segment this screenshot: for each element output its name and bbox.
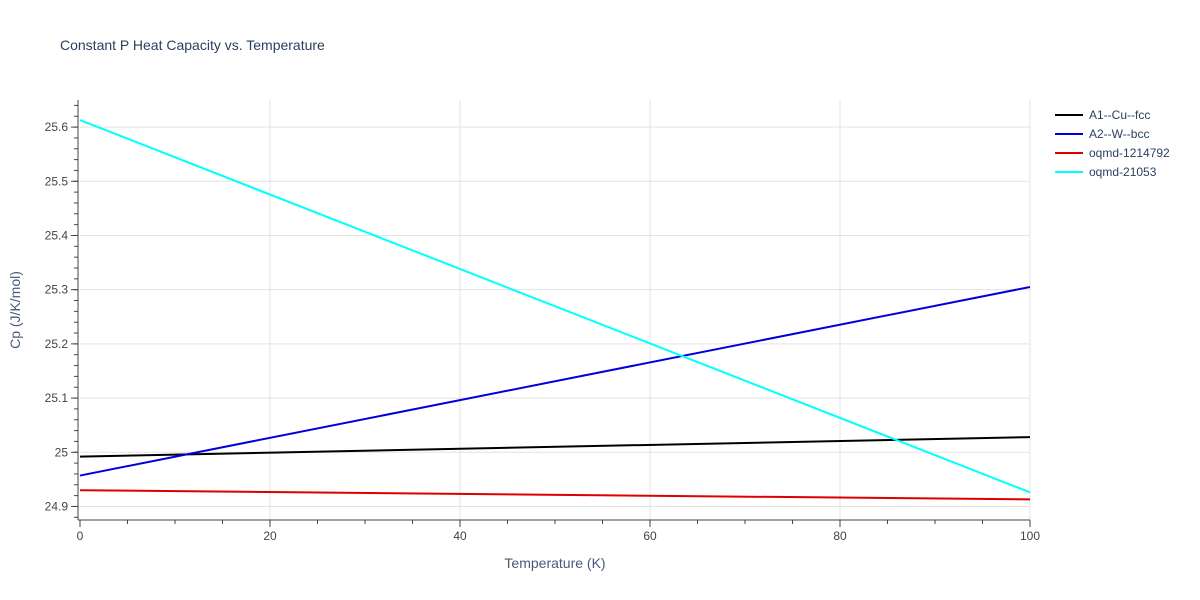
y-tick-label: 25.2 (45, 337, 69, 351)
legend-item[interactable]: oqmd-1214792 (1055, 146, 1170, 160)
x-tick-label: 60 (643, 529, 657, 543)
x-tick-label: 20 (263, 529, 277, 543)
series-line (79, 436, 1031, 458)
legend-item[interactable]: A1--Cu--fcc (1055, 108, 1150, 122)
y-tick-label: 25.4 (45, 228, 69, 242)
y-tick-label: 25 (55, 445, 69, 459)
x-tick-label: 80 (833, 529, 847, 543)
y-tick-label: 25.1 (45, 391, 69, 405)
series-lines (79, 119, 1031, 501)
series-line (79, 489, 1031, 501)
x-tick-label: 0 (77, 529, 84, 543)
y-tick-label: 25.6 (45, 120, 69, 134)
legend[interactable]: A1--Cu--fcc A2--W--bcc oqmd-1214792 oqmd-21… (1055, 108, 1170, 179)
legend-item[interactable]: A2--W--bcc (1055, 127, 1149, 141)
legend-label: oqmd-1214792 (1089, 146, 1170, 160)
x-axis-label: Temperature (K) (504, 555, 605, 571)
y-axis-label: Cp (J/K/mol) (7, 271, 23, 349)
legend-label: A2--W--bcc (1089, 127, 1149, 141)
y-tick-label: 25.3 (45, 283, 69, 297)
y-tick-label: 24.9 (45, 499, 69, 513)
chart-title: Constant P Heat Capacity vs. Temperature (60, 37, 325, 53)
axes (71, 100, 1031, 527)
legend-label: oqmd-21053 (1089, 165, 1157, 179)
legend-label: A1--Cu--fcc (1089, 108, 1150, 122)
x-tick-label: 100 (1020, 529, 1040, 543)
x-tick-label: 40 (453, 529, 467, 543)
x-tick-labels: 0 20 40 60 80 100 (77, 529, 1041, 543)
legend-item[interactable]: oqmd-21053 (1055, 165, 1157, 179)
y-tick-label: 25.5 (45, 174, 69, 188)
grid (80, 100, 1031, 520)
series-line (79, 119, 1031, 494)
series-line (79, 285, 1031, 477)
y-tick-labels: 24.9 25 25.1 25.2 25.3 25.4 25.5 25.6 (45, 120, 69, 513)
